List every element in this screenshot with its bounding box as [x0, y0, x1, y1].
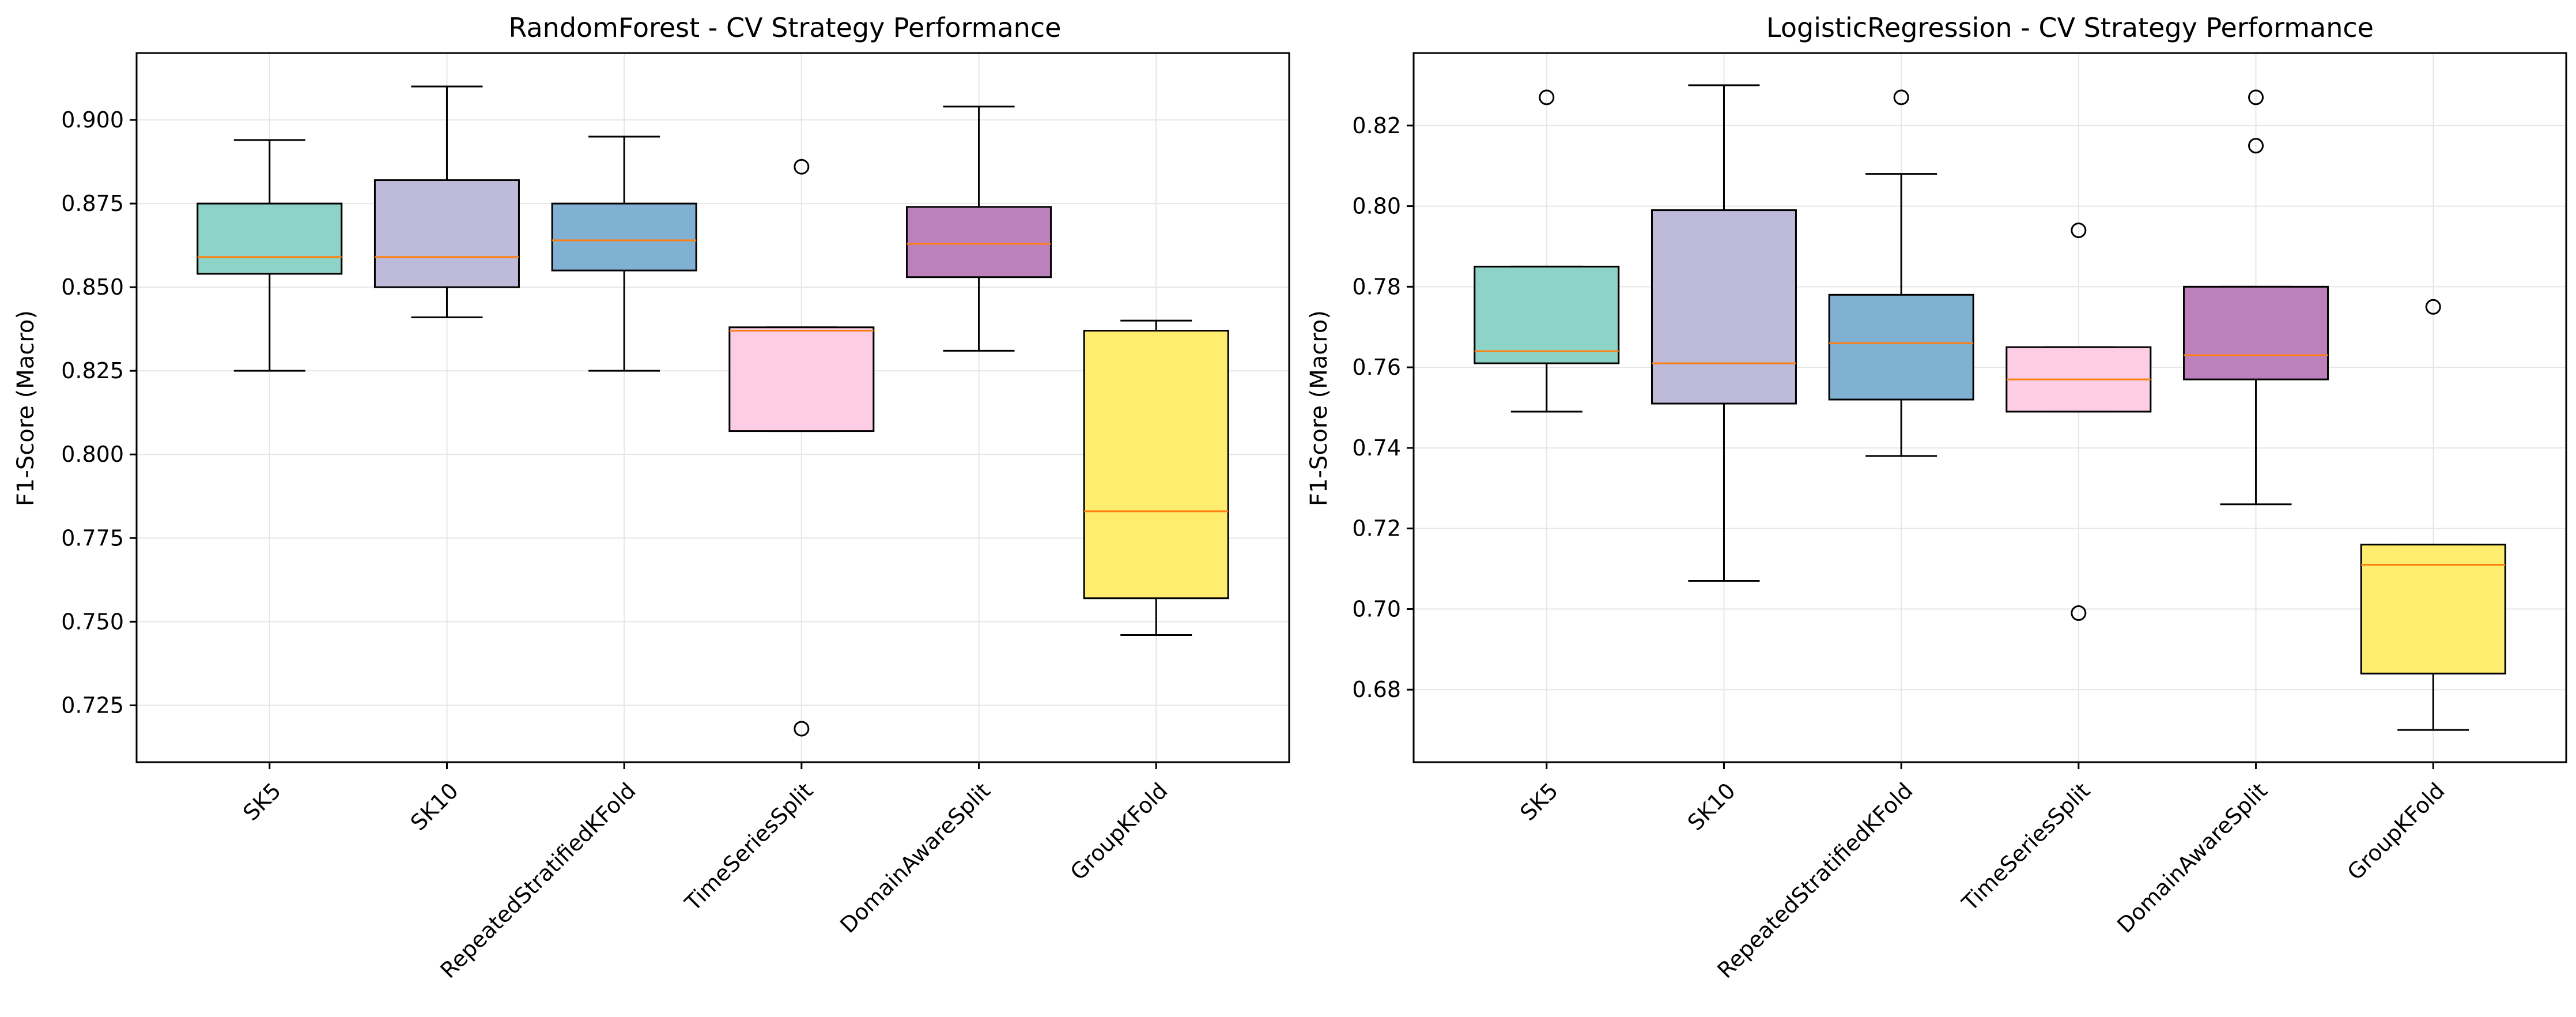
randomforest-panel: RandomForest - CV Strategy Performance F… — [13, 12, 1290, 983]
x-tick-label: DomainAwareSplit — [2112, 778, 2272, 938]
y-axis-label: F1-Score (Macro) — [1306, 310, 1332, 506]
x-tick-label: SK10 — [1683, 778, 1740, 835]
box-group — [1828, 89, 1974, 457]
chart-title: RandomForest - CV Strategy Performance — [509, 12, 1062, 43]
y-tick-label: 0.76 — [1352, 355, 1401, 380]
y-tick-label: 0.775 — [61, 525, 124, 551]
y-tick-label: 0.825 — [61, 358, 124, 383]
y-tick-label: 0.78 — [1352, 274, 1401, 299]
box-body — [2360, 544, 2506, 675]
box-group — [1650, 84, 1797, 582]
y-tick-label: 0.875 — [61, 191, 124, 216]
plot-frame — [1412, 52, 2567, 763]
y-tick-label: 0.725 — [61, 692, 124, 718]
outlier-point — [794, 721, 810, 737]
outlier-point — [2071, 605, 2087, 621]
y-tick-label: 0.70 — [1352, 596, 1401, 622]
outlier-point — [2248, 138, 2264, 154]
y-ticks: 0.68 0.70 0.72 0.74 0.76 0.78 0.80 0.82 — [1352, 113, 1414, 702]
x-tick-label: SK5 — [238, 778, 286, 826]
box-group — [1474, 89, 1620, 413]
box-group — [197, 139, 343, 372]
box-body — [373, 179, 520, 288]
x-tick-label: GroupKFold — [2343, 778, 2450, 885]
y-tick-label: 0.750 — [61, 609, 124, 634]
box-group — [906, 106, 1052, 352]
outlier-point — [1539, 89, 1555, 106]
outlier-point — [2248, 89, 2264, 106]
box-body — [1474, 265, 1620, 364]
x-tick-label: GroupKFold — [1066, 778, 1173, 885]
plot-frame — [135, 52, 1290, 763]
boxplots — [1474, 84, 2506, 731]
y-tick-label: 0.82 — [1352, 113, 1401, 138]
y-tick-label: 0.900 — [61, 107, 124, 133]
box-body — [906, 206, 1052, 278]
box-body — [728, 326, 875, 432]
x-tick-label: TimeSeriesSplit — [1956, 778, 2095, 916]
outlier-point — [794, 159, 810, 175]
y-tick-label: 0.800 — [61, 442, 124, 467]
x-tick-label: RepeatedStratifiedKFold — [1713, 778, 1918, 983]
box-group — [373, 85, 520, 318]
y-ticks: 0.725 0.750 0.775 0.800 0.825 0.850 0.875 0.900 — [61, 107, 137, 718]
box-body — [197, 202, 343, 275]
y-tick-label: 0.80 — [1352, 194, 1401, 219]
outlier-point — [2071, 223, 2087, 238]
box-body — [1650, 209, 1797, 405]
outlier-point — [1893, 89, 1909, 106]
boxplots — [197, 85, 1229, 737]
box-group — [2005, 223, 2152, 621]
box-group — [728, 159, 875, 737]
x-tick-label: DomainAwareSplit — [835, 778, 995, 938]
box-body — [551, 202, 697, 272]
y-axis-label: F1-Score (Macro) — [13, 310, 39, 506]
chart-title: LogisticRegression - CV Strategy Perform… — [1766, 12, 2374, 43]
box-group — [551, 135, 697, 372]
logisticregression-panel: LogisticRegression - CV Strategy Perform… — [1306, 12, 2567, 983]
box-group — [2360, 299, 2506, 731]
box-body — [1083, 330, 1229, 600]
outlier-point — [2425, 299, 2441, 315]
y-tick-label: 0.72 — [1352, 516, 1401, 541]
y-tick-label: 0.68 — [1352, 677, 1401, 702]
box-group — [1083, 319, 1229, 636]
x-tick-label: SK5 — [1515, 778, 1563, 826]
y-tick-label: 0.74 — [1352, 435, 1401, 461]
box-group — [2183, 89, 2329, 506]
x-tick-label: SK10 — [406, 778, 463, 835]
box-body — [1828, 293, 1974, 401]
box-body — [2183, 285, 2329, 381]
x-tick-label: TimeSeriesSplit — [679, 778, 818, 916]
x-tick-label: RepeatedStratifiedKFold — [436, 778, 641, 983]
y-tick-label: 0.850 — [61, 274, 124, 300]
